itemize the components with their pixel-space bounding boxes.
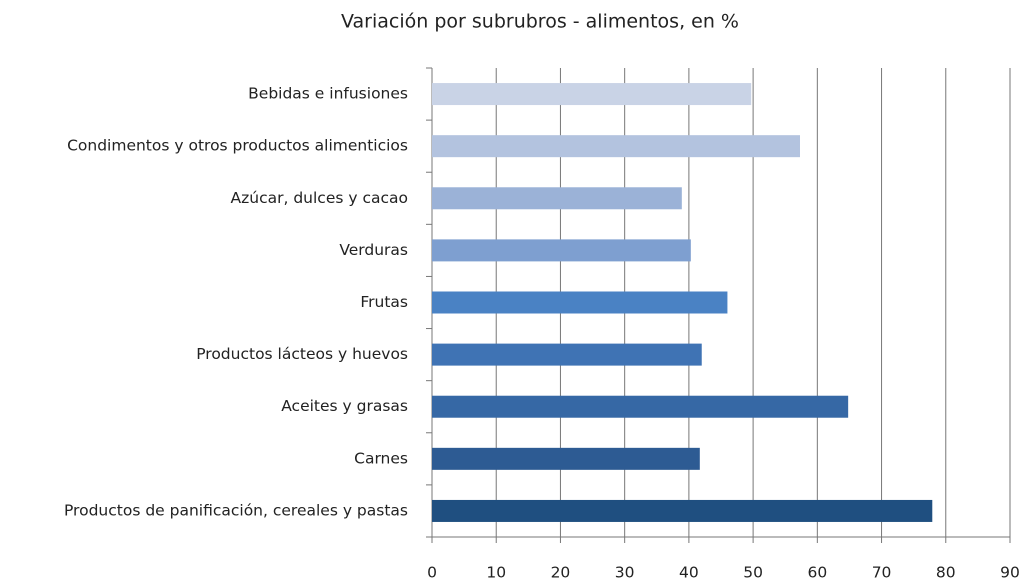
y-tick-label: Carnes [354, 449, 408, 467]
bar [432, 343, 702, 366]
x-tick-label: 20 [551, 564, 571, 582]
bar [432, 239, 691, 262]
y-tick-label: Azúcar, dulces y cacao [231, 189, 408, 207]
x-tick-label: 40 [679, 564, 699, 582]
y-tick-label: Condimentos y otros productos alimentici… [67, 137, 408, 155]
bar [432, 499, 933, 522]
x-tick-label: 30 [615, 564, 635, 582]
bar [432, 83, 752, 106]
bar [432, 291, 728, 314]
x-tick-label: 60 [807, 564, 827, 582]
y-tick-label: Frutas [360, 293, 408, 311]
y-tick-label: Verduras [339, 241, 408, 259]
y-tick-label: Aceites y grasas [281, 397, 408, 415]
x-tick-label: 90 [1000, 564, 1020, 582]
y-tick-label: Productos de panificación, cereales y pa… [64, 501, 408, 519]
x-tick-label: 70 [872, 564, 892, 582]
y-tick-label: Productos lácteos y huevos [196, 345, 408, 363]
chart-title: Variación por subrubros - alimentos, en … [341, 11, 739, 33]
bar [432, 135, 800, 158]
x-tick-label: 10 [486, 564, 506, 582]
y-tick-label: Bebidas e infusiones [248, 85, 408, 103]
x-tick-label: 0 [427, 564, 437, 582]
bar [432, 187, 682, 210]
x-tick-label: 50 [743, 564, 763, 582]
bar [432, 395, 849, 418]
x-tick-label: 80 [936, 564, 956, 582]
bar [432, 447, 700, 470]
